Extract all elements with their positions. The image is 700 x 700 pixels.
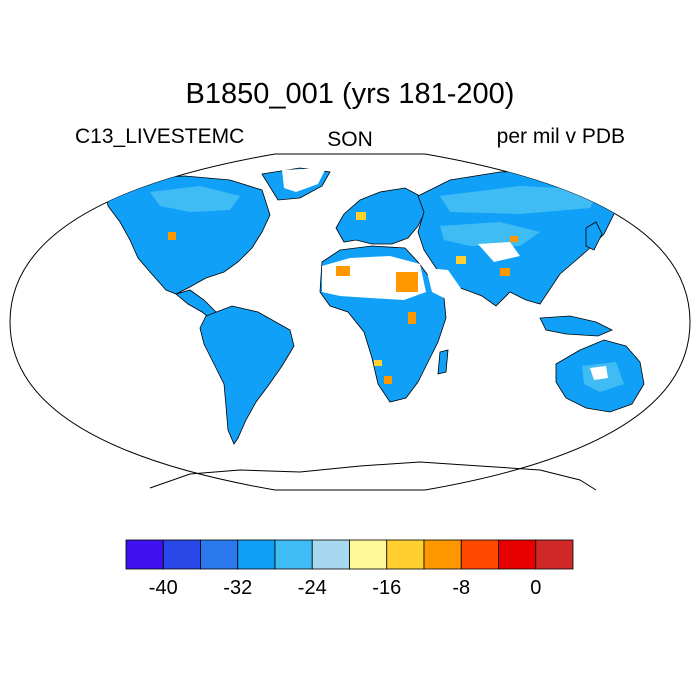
hotspot-europe <box>356 212 366 220</box>
colorbar-swatch <box>349 539 388 570</box>
colorbar-swatch <box>237 539 276 570</box>
plot-title: B1850_001 (yrs 181-200) <box>185 78 515 110</box>
colorbar-swatch <box>125 539 164 570</box>
variable-label: C13_LIVESTEMC <box>75 125 245 148</box>
colorbar-swatch <box>535 539 574 570</box>
colorbar <box>125 539 574 570</box>
colorbar-swatch <box>386 539 425 570</box>
hotspot-central-asia <box>510 236 518 242</box>
colorbar-swatch <box>423 539 462 570</box>
hotspot-sahara-west <box>336 266 350 276</box>
land-layer <box>104 167 665 445</box>
south-america-land <box>199 305 295 445</box>
no-data-gobi <box>478 242 520 262</box>
japan-land <box>585 221 603 251</box>
colorbar-tick-label: 0 <box>530 577 541 599</box>
hotspot-southern-africa-2 <box>374 360 382 366</box>
hotspot-middle-east <box>456 256 466 264</box>
light-blue-region-siberia <box>440 186 600 214</box>
madagascar-land <box>437 349 449 375</box>
no-data-arabia <box>426 268 462 300</box>
hotspot-north-america <box>168 232 176 240</box>
colorbar-tick-label: -24 <box>298 577 327 599</box>
units-label: per mil v PDB <box>496 125 625 148</box>
colorbar-swatch <box>162 539 201 570</box>
colorbar-tick-labels: -40 -32 -24 -16 -8 0 <box>149 577 542 599</box>
hotspot-india <box>500 268 510 276</box>
no-data-greenland <box>282 168 326 192</box>
colorbar-tick-label: -32 <box>223 577 252 599</box>
hotspot-east-africa <box>408 312 416 324</box>
no-data-australia-center <box>590 366 608 380</box>
season-label: SON <box>327 128 373 151</box>
colorbar-tick-label: -16 <box>372 577 401 599</box>
colorbar-swatch <box>200 539 239 570</box>
colorbar-swatch <box>498 539 537 570</box>
indonesia-land <box>539 315 613 337</box>
colorbar-swatch <box>311 539 350 570</box>
colorbar-swatch <box>460 539 499 570</box>
hotspot-sahara-east <box>396 272 418 292</box>
colorbar-tick-label: -8 <box>452 577 470 599</box>
light-blue-region-canada <box>150 186 240 212</box>
antarctica-outline <box>149 461 597 491</box>
colorbar-swatch <box>274 539 313 570</box>
colorbar-tick-label: -40 <box>149 577 178 599</box>
hotspot-southern-africa <box>384 376 392 384</box>
